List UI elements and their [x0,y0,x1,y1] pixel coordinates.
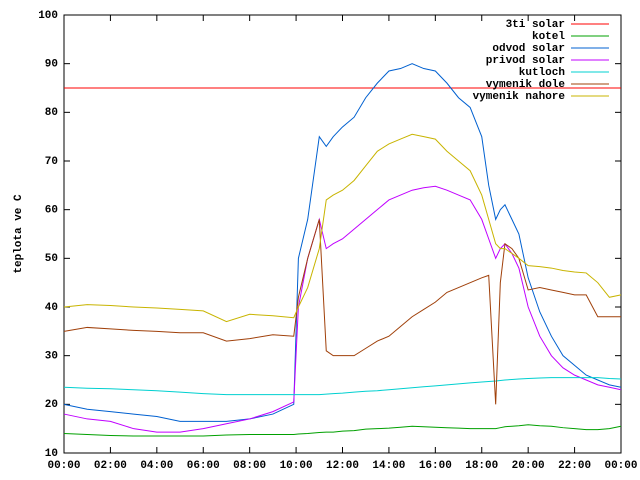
series-line [63,63,622,422]
y-tick-label: 20 [45,399,58,411]
x-tick-label: 14:00 [372,460,405,472]
series-line [63,424,622,437]
x-tick-label: 08:00 [233,460,266,472]
legend-label: kutloch [519,67,565,79]
y-tick-label: 50 [45,253,58,265]
series-line [63,377,622,396]
y-tick-label: 40 [45,302,58,314]
legend-label: 3ti solar [506,19,565,31]
x-tick-label: 20:00 [512,460,545,472]
legend-label: odvod solar [492,43,565,55]
legend-label: vymenik dole [486,79,566,91]
x-tick-label: 18:00 [465,460,498,472]
series-line [63,219,621,405]
x-tick-label: 10:00 [280,460,313,472]
x-tick-label: 00:00 [47,460,80,472]
y-tick-label: 80 [45,107,58,119]
y-tick-label: 10 [45,448,58,460]
x-tick-label: 02:00 [94,460,127,472]
x-tick-label: 12:00 [326,460,359,472]
series-line [63,133,622,323]
series-line [63,185,622,433]
x-tick-label: 06:00 [187,460,220,472]
x-tick-label: 22:00 [558,460,591,472]
legend-label: kotel [532,31,565,43]
y-tick-label: 30 [45,351,58,363]
x-tick-label: 04:00 [140,460,173,472]
y-tick-label: 70 [45,156,58,168]
x-tick-label: 00:00 [604,460,637,472]
y-tick-label: 100 [38,10,58,22]
legend-label: privod solar [486,55,565,67]
y-tick-label: 60 [45,205,58,217]
y-tick-label: 90 [45,59,58,71]
y-axis-label: teplota ve C [13,194,25,274]
x-tick-label: 16:00 [419,460,452,472]
legend-label: vymenik nahore [473,91,566,103]
